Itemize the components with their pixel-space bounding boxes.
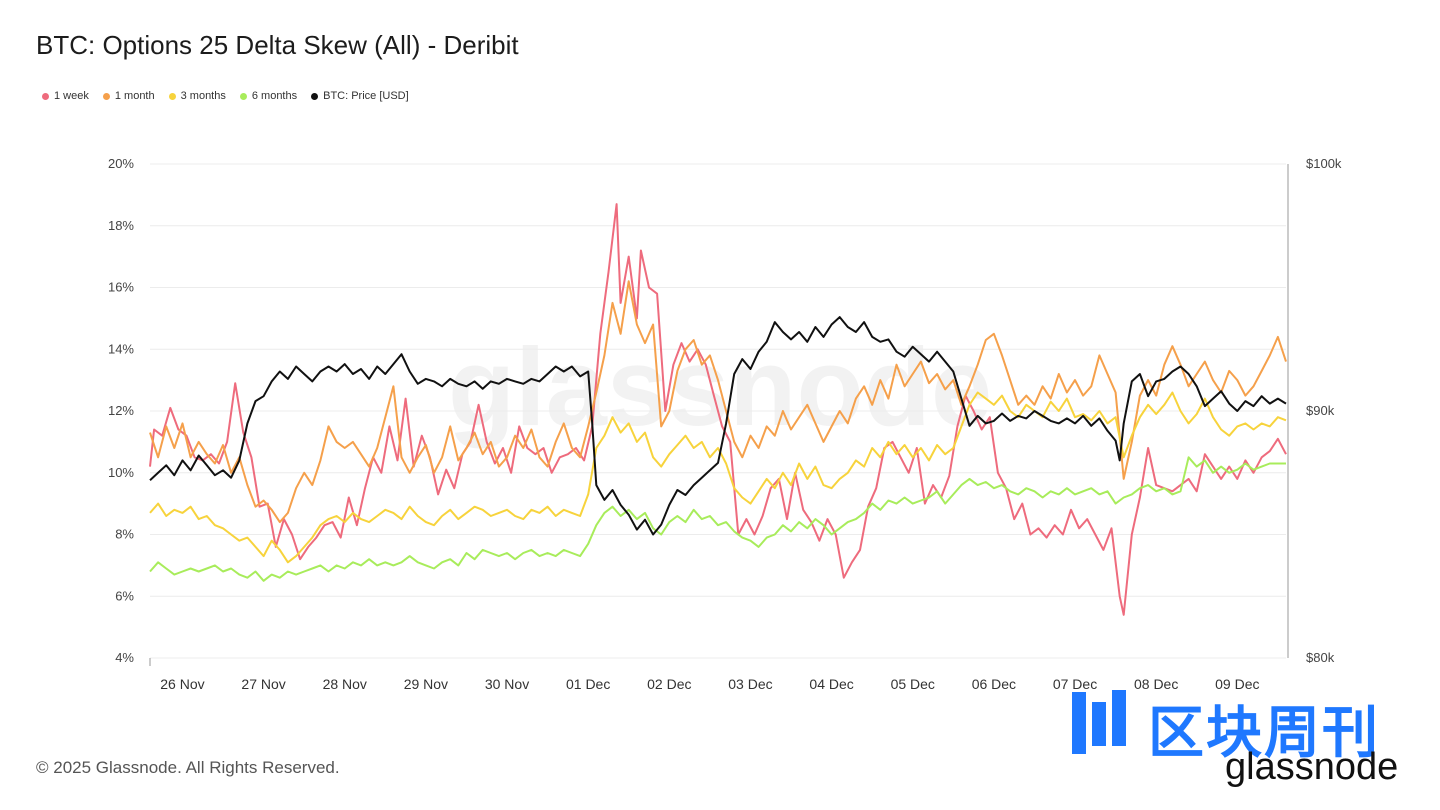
y-tick-label: 6% <box>115 588 134 603</box>
legend-dot-icon <box>168 92 176 100</box>
legend-dot-icon <box>42 92 49 100</box>
x-tick-label: 27 Nov <box>241 676 285 692</box>
y-tick-label: 12% <box>108 403 134 418</box>
x-tick-label: 28 Nov <box>323 676 367 692</box>
legend-label: 3 months <box>180 90 226 102</box>
x-tick-label: 07 Dec <box>1053 676 1097 692</box>
y-tick-label: 10% <box>108 465 134 480</box>
x-tick-label: 04 Dec <box>809 676 853 692</box>
x-tick-label: 06 Dec <box>972 676 1016 692</box>
x-tick-label: 05 Dec <box>891 676 935 692</box>
x-tick-label: 01 Dec <box>566 676 610 692</box>
x-tick-label: 03 Dec <box>728 676 772 692</box>
x-tick-label: 02 Dec <box>647 676 691 692</box>
y-tick-label: 20% <box>108 156 134 171</box>
legend-label: 1 month <box>114 90 155 102</box>
x-tick-label: 30 Nov <box>485 676 529 692</box>
legend-item[interactable]: 3 months <box>168 90 226 102</box>
legend-item[interactable]: BTC: Price [USD] <box>311 90 409 102</box>
page-title: BTC: Options 25 Delta Skew (All) - Derib… <box>36 30 519 60</box>
legend-dot-icon <box>239 92 247 100</box>
legend-dot-icon <box>311 92 319 100</box>
logo-mark-icon <box>1072 690 1126 754</box>
logo: 区块周刊 glassnode <box>1070 684 1420 794</box>
legend-item[interactable]: 6 months <box>239 90 298 102</box>
y2-tick-label: $80k <box>1306 650 1335 665</box>
chart-legend: 1 week 1 month 3 months 6 months BTC: Price … <box>42 90 409 102</box>
legend-label: BTC: Price [USD] <box>323 90 409 102</box>
logo-cn-text: 区块周刊 <box>1148 701 1380 764</box>
series-line-btc-price-usd <box>149 316 1287 536</box>
copyright-text: © 2025 Glassnode. All Rights Reserved. <box>36 758 340 777</box>
y-tick-label: 14% <box>108 341 134 356</box>
x-tick-label: 08 Dec <box>1134 676 1178 692</box>
y-tick-label: 16% <box>108 280 134 295</box>
legend-dot-icon <box>102 92 110 100</box>
series-line-3-months <box>149 391 1287 564</box>
legend-label: 1 week <box>54 90 89 102</box>
y-tick-label: 18% <box>108 218 134 233</box>
x-tick-label: 09 Dec <box>1215 676 1259 692</box>
legend-item[interactable]: 1 month <box>102 90 155 102</box>
y-tick-label: 4% <box>115 650 134 665</box>
legend-item[interactable]: 1 week <box>42 90 89 102</box>
logo-en-text: glassnode <box>1225 746 1399 788</box>
x-tick-label: 26 Nov <box>160 676 204 692</box>
series-line-1-month <box>149 280 1287 524</box>
x-tick-label: 29 Nov <box>404 676 448 692</box>
y2-tick-label: $90k <box>1306 403 1335 418</box>
legend-label: 6 months <box>251 90 298 102</box>
y-tick-label: 8% <box>115 527 134 542</box>
series-line-1-week <box>149 203 1287 616</box>
series-line-6-months <box>149 456 1286 582</box>
y2-tick-label: $100k <box>1306 156 1342 171</box>
